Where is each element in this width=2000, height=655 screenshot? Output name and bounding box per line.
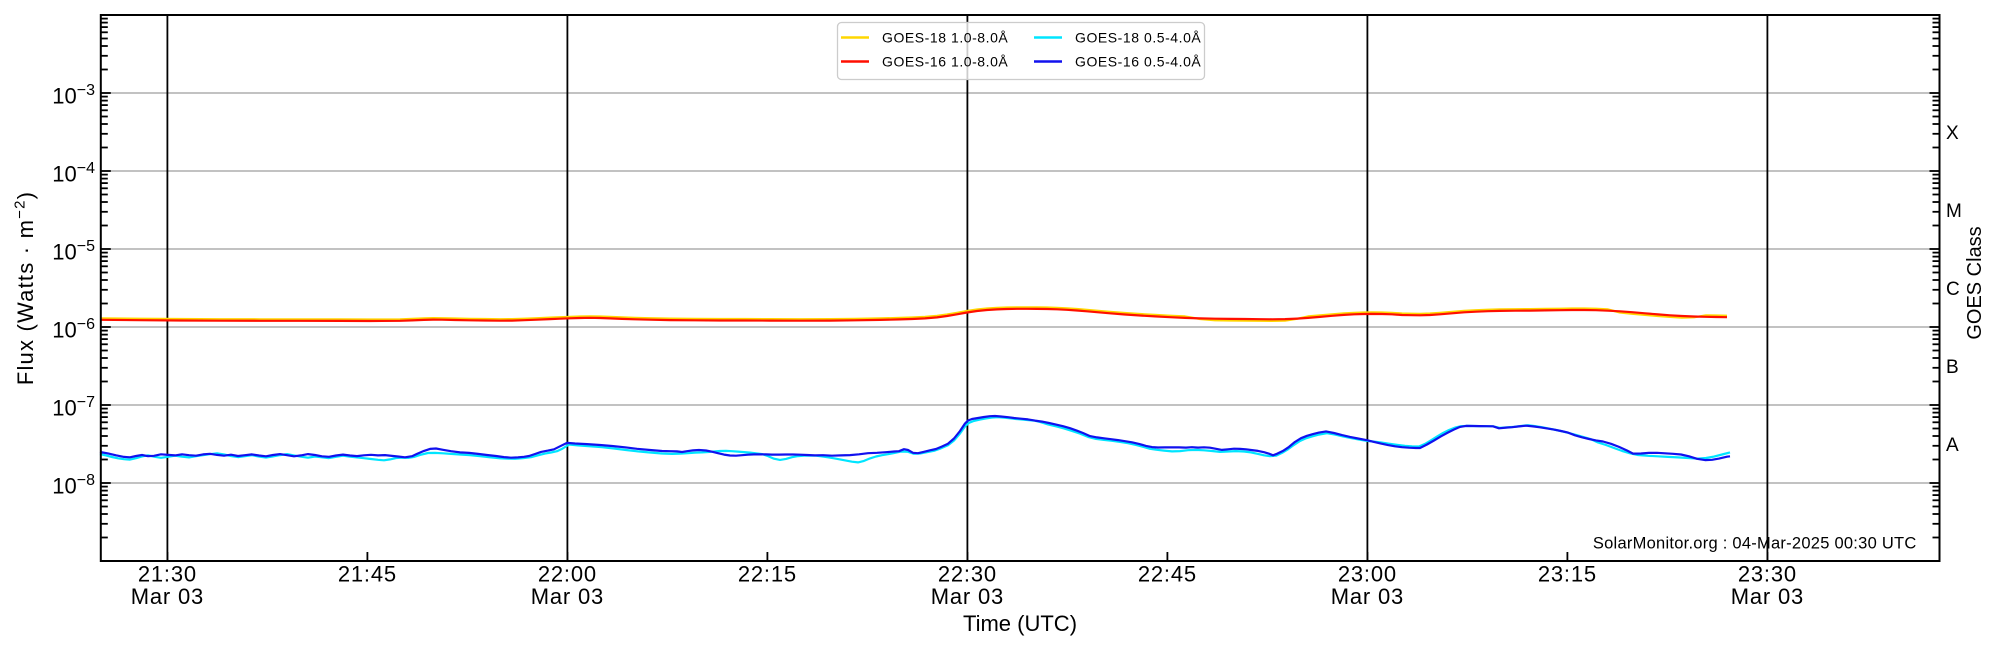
svg-text:A: A <box>1946 435 1959 456</box>
svg-text:B: B <box>1946 357 1959 378</box>
svg-text:23:15: 23:15 <box>1538 562 1597 587</box>
svg-text:21:45: 21:45 <box>338 562 397 587</box>
svg-text:M: M <box>1946 201 1962 222</box>
svg-text:GOES-18 0.5-4.0Å: GOES-18 0.5-4.0Å <box>1075 30 1201 46</box>
svg-text:22:00: 22:00 <box>538 562 597 587</box>
svg-text:Mar 03: Mar 03 <box>131 584 204 609</box>
svg-text:21:30: 21:30 <box>138 562 197 587</box>
svg-text:X: X <box>1946 123 1959 144</box>
svg-text:GOES Class: GOES Class <box>1964 226 1986 339</box>
svg-text:22:15: 22:15 <box>738 562 797 587</box>
svg-text:Mar 03: Mar 03 <box>531 584 604 609</box>
svg-text:C: C <box>1946 279 1960 300</box>
svg-text:22:45: 22:45 <box>1138 562 1197 587</box>
svg-text:23:00: 23:00 <box>1338 562 1397 587</box>
svg-text:23:30: 23:30 <box>1738 562 1797 587</box>
svg-text:SolarMonitor.org : 04-Mar-2025: SolarMonitor.org : 04-Mar-2025 00:30 UTC <box>1593 535 1917 553</box>
svg-text:10−8: 10−8 <box>52 472 95 499</box>
svg-text:Time (UTC): Time (UTC) <box>963 611 1077 636</box>
svg-text:Mar 03: Mar 03 <box>1331 584 1404 609</box>
svg-text:22:30: 22:30 <box>938 562 997 587</box>
svg-text:GOES-18 1.0-8.0Å: GOES-18 1.0-8.0Å <box>882 30 1008 46</box>
svg-text:GOES-16 0.5-4.0Å: GOES-16 0.5-4.0Å <box>1075 54 1201 70</box>
svg-text:Mar 03: Mar 03 <box>931 584 1004 609</box>
svg-text:GOES-16 1.0-8.0Å: GOES-16 1.0-8.0Å <box>882 54 1008 70</box>
svg-text:Mar 03: Mar 03 <box>1731 584 1804 609</box>
svg-text:Flux (Watts · m−2): Flux (Watts · m−2) <box>12 191 38 385</box>
